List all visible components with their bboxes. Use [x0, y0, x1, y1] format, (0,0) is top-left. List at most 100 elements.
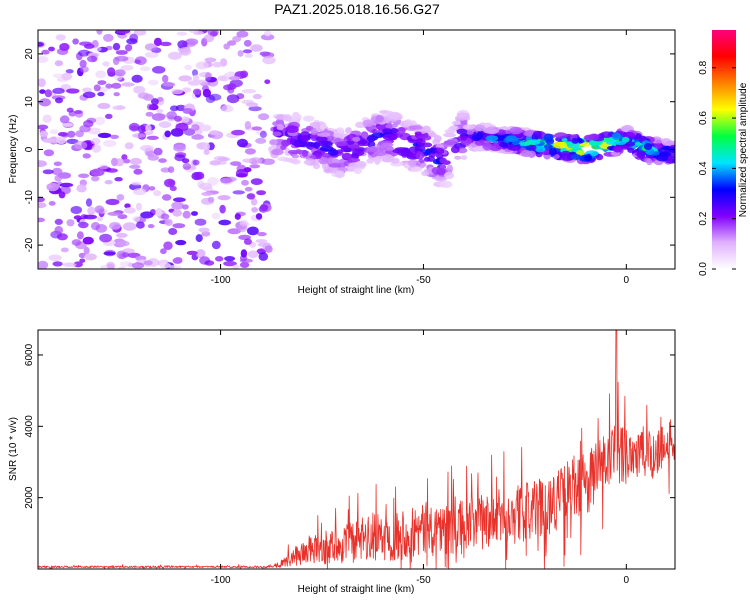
noise-blob [104, 180, 113, 185]
noise-blob [251, 207, 258, 213]
noise-blob [264, 30, 272, 37]
ridge-blob [528, 139, 541, 146]
ridge-blob [661, 146, 671, 151]
noise-blob [260, 33, 275, 41]
noise-blob [97, 80, 107, 85]
ridge-blob [654, 143, 662, 149]
noise-blob [122, 248, 135, 254]
noise-blob [65, 69, 74, 74]
noise-blob [148, 186, 156, 191]
ridge-blob [443, 140, 457, 146]
noise-blob [232, 35, 242, 43]
noise-blob [201, 231, 211, 237]
noise-blob [244, 53, 253, 58]
ridge-blob [595, 153, 604, 161]
noise-blob [172, 223, 186, 229]
noise-blob [173, 144, 186, 152]
noise-blob [242, 158, 253, 163]
ridge-blob [428, 152, 436, 158]
noise-blob [204, 57, 217, 63]
ridge-blob [382, 133, 397, 141]
ridge-blob [387, 111, 402, 119]
noise-blob [153, 147, 163, 156]
noise-blob [243, 238, 252, 245]
noise-blob [158, 121, 172, 128]
noise-blob [106, 261, 116, 269]
noise-blob [38, 124, 49, 130]
noise-blob [155, 208, 163, 217]
noise-blob [51, 167, 63, 176]
colorbar-tick-label: 0.6 [698, 111, 709, 125]
ridge-blob [451, 120, 462, 126]
noise-blob [223, 260, 237, 267]
noise-blob [192, 69, 198, 77]
noise-blob [234, 213, 241, 220]
noise-blob [56, 233, 68, 241]
noise-blob [103, 251, 116, 256]
noise-blob [54, 226, 63, 235]
noise-blob [203, 142, 210, 152]
ridge-blob [366, 134, 376, 143]
colorbar-gradient [712, 30, 736, 269]
noise-blob [217, 157, 230, 162]
noise-blob [55, 97, 63, 104]
noise-blob [231, 129, 245, 136]
ridge-blob [460, 135, 468, 141]
noise-blob [52, 87, 65, 94]
ridge-blob [291, 113, 300, 120]
noise-blob [114, 69, 126, 77]
ridge-blob [347, 157, 360, 163]
noise-blob [173, 197, 186, 202]
noise-blob [175, 239, 187, 246]
noise-blob [111, 157, 118, 167]
noise-blob [244, 121, 252, 130]
noise-blob [232, 190, 245, 195]
noise-blob [82, 91, 96, 99]
noise-blob [96, 30, 103, 35]
noise-blob [102, 61, 110, 67]
ridge-blob [352, 148, 365, 157]
noise-blob [52, 261, 63, 267]
noise-blob [59, 43, 70, 51]
x-tick-label: 0 [624, 275, 630, 286]
noise-blob [249, 164, 261, 169]
noise-blob [145, 124, 152, 133]
ridge-blob [590, 141, 598, 146]
ridge-blob [352, 136, 361, 142]
noise-blob [225, 176, 237, 182]
ridge-blob [645, 148, 655, 156]
noise-blob [87, 206, 96, 215]
noise-blob [97, 132, 112, 138]
noise-blob [191, 124, 200, 131]
noise-blob [153, 37, 162, 47]
noise-blob [199, 256, 211, 265]
noise-blob [258, 252, 269, 261]
ridge-blob [436, 168, 446, 175]
colorbar-label: Normalized spectral amplitude [738, 82, 749, 217]
noise-blob [192, 159, 200, 166]
ridge-blob [517, 141, 531, 146]
noise-blob [66, 219, 75, 227]
ridge-blob [553, 154, 560, 159]
noise-blob [97, 102, 111, 110]
ridge-blob [611, 132, 622, 141]
noise-blob [153, 190, 162, 197]
noise-blob [38, 42, 44, 47]
noise-blob [178, 75, 192, 82]
noise-blob [131, 181, 142, 186]
noise-blob [217, 75, 227, 81]
noise-blob [38, 196, 45, 203]
ridge-blob [665, 140, 675, 146]
ridge-blob [414, 145, 426, 152]
ridge-blob [485, 126, 500, 135]
ridge-blob [302, 115, 315, 122]
ridge-blob [527, 150, 536, 158]
noise-blob [182, 210, 191, 219]
noise-blob [250, 44, 263, 52]
noise-blob [230, 161, 242, 167]
noise-blob [42, 169, 54, 175]
noise-blob [73, 141, 88, 150]
ridge-blob [532, 130, 542, 138]
noise-blob [38, 260, 49, 269]
